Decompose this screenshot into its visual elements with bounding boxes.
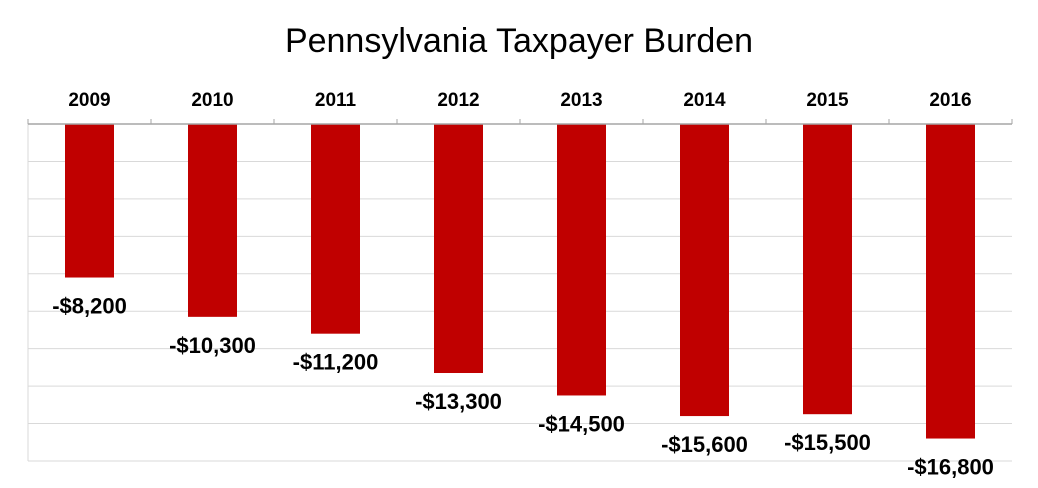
data-label-2010: -$10,300 — [169, 333, 256, 358]
data-label-2009: -$8,200 — [52, 294, 127, 319]
bar-2015 — [803, 124, 852, 415]
bars — [65, 124, 975, 439]
bar-2011 — [311, 124, 360, 334]
data-label-2013: -$14,500 — [538, 411, 625, 436]
bar-2016 — [926, 124, 975, 439]
bar-2013 — [557, 124, 606, 396]
bar-2012 — [434, 124, 483, 374]
category-label-2015: 2015 — [806, 90, 849, 111]
category-label-2010: 2010 — [191, 90, 233, 111]
category-label-2012: 2012 — [437, 90, 479, 111]
category-label-2011: 2011 — [315, 90, 357, 111]
chart-title: Pennsylvania Taxpayer Burden — [284, 22, 754, 60]
bar-2009 — [65, 124, 114, 278]
data-label-2012: -$13,300 — [415, 389, 502, 414]
bar-2010 — [188, 124, 237, 317]
data-label-2016: -$16,800 — [907, 455, 994, 480]
data-label-2015: -$15,500 — [784, 430, 871, 455]
bar-2014 — [680, 124, 729, 417]
data-label-2011: -$11,200 — [293, 350, 379, 375]
data-label-2014: -$15,600 — [661, 432, 748, 457]
category-label-2014: 2014 — [683, 90, 726, 111]
category-labels: 2009 2010 2011 2012 2013 2014 2015 2016 — [68, 90, 971, 111]
category-label-2009: 2009 — [68, 90, 110, 111]
category-label-2016: 2016 — [929, 90, 971, 111]
category-label-2013: 2013 — [560, 90, 602, 111]
data-labels: -$8,200 -$10,300 -$11,200 -$13,300 -$14,500 -… — [27, 119, 1013, 480]
gridlines — [27, 124, 1012, 462]
